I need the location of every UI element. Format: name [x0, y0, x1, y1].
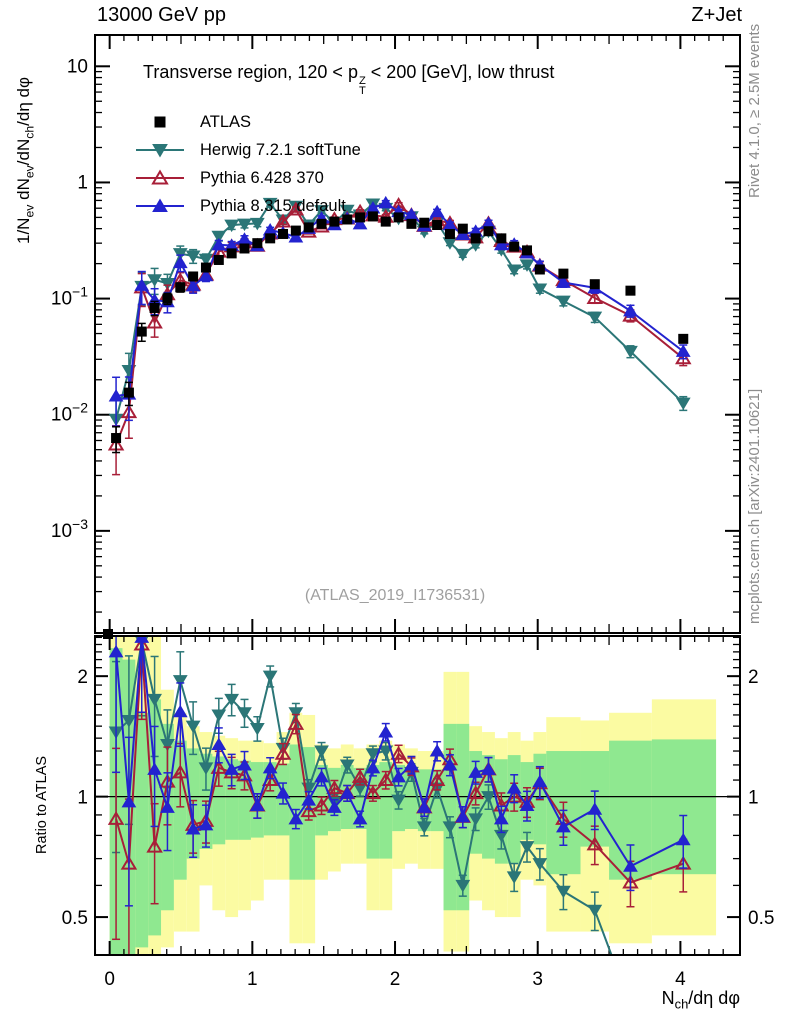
tick-labels: 10 1 10−1 10−2 10−3 0 1 2 3 4 2 2 1 1 0.5 0.5	[51, 56, 775, 990]
uncertainty-bands	[109, 637, 717, 954]
legend-marker-triup-open	[136, 169, 184, 185]
svg-text:1: 1	[77, 788, 88, 809]
svg-text:3: 3	[532, 969, 543, 990]
series-herwig-main	[108, 197, 691, 451]
legend-row-atlas: ATLAS	[134, 108, 361, 136]
svg-text:10−1: 10−1	[51, 284, 88, 310]
x-axis-label: Nch/dη dφ	[661, 988, 740, 1012]
legend-marker-triup	[136, 198, 184, 212]
svg-text:1: 1	[77, 172, 88, 193]
ratio-panel-border	[94, 635, 741, 956]
legend: ATLAS Herwig 7.2.1 softTune Pythia 6.428 3…	[134, 108, 361, 220]
legend-label: Pythia 6.428 370	[200, 168, 324, 187]
series-atlas-main	[111, 211, 689, 454]
main-panel-border	[94, 34, 741, 634]
ratio-axis-label: Ratio to ATLAS	[34, 755, 50, 854]
legend-label: Herwig 7.2.1 softTune	[200, 140, 361, 159]
beam-energy-label: 13000 GeV pp	[97, 4, 226, 26]
process-label: Z+Jet	[691, 4, 742, 26]
legend-marker-tridown	[136, 144, 184, 158]
svg-text:1: 1	[748, 788, 759, 809]
svg-text:10−3: 10−3	[51, 516, 88, 542]
series-pythia8-main	[108, 195, 691, 427]
svg-text:0.5: 0.5	[748, 908, 774, 929]
mcplots-credit-label: mcplots.cern.ch [arXiv:2401.10621]	[746, 388, 763, 624]
legend-marker-square	[154, 116, 166, 128]
legend-label: ATLAS	[200, 112, 252, 131]
svg-text:2: 2	[748, 667, 759, 688]
svg-text:1: 1	[247, 969, 258, 990]
analysis-id-watermark: (ATLAS_2019_I1736531)	[304, 587, 486, 604]
svg-text:0.5: 0.5	[62, 908, 88, 929]
y-axis-label: 1/Nev dNev/dNch/dη dφ	[14, 76, 37, 244]
series-pythia8-ratio	[108, 637, 691, 907]
legend-label: Pythia 8.315 default	[200, 196, 346, 215]
svg-text:2: 2	[77, 667, 88, 688]
rivet-version-label: Rivet 4.1.0, ≥ 2.5M events	[746, 23, 763, 198]
legend-row-pythia-8-315-default: Pythia 8.315 default	[134, 192, 361, 220]
svg-text:10: 10	[67, 56, 88, 77]
svg-text:0: 0	[104, 969, 115, 990]
svg-text:2: 2	[390, 969, 401, 990]
legend-row-herwig-7-2-1-softtune: Herwig 7.2.1 softTune	[134, 136, 361, 164]
svg-text:4: 4	[675, 969, 686, 990]
legend-row-pythia-6-428-370: Pythia 6.428 370	[134, 164, 361, 192]
svg-text:10−2: 10−2	[51, 400, 88, 426]
series-pythia6-main	[107, 196, 692, 476]
